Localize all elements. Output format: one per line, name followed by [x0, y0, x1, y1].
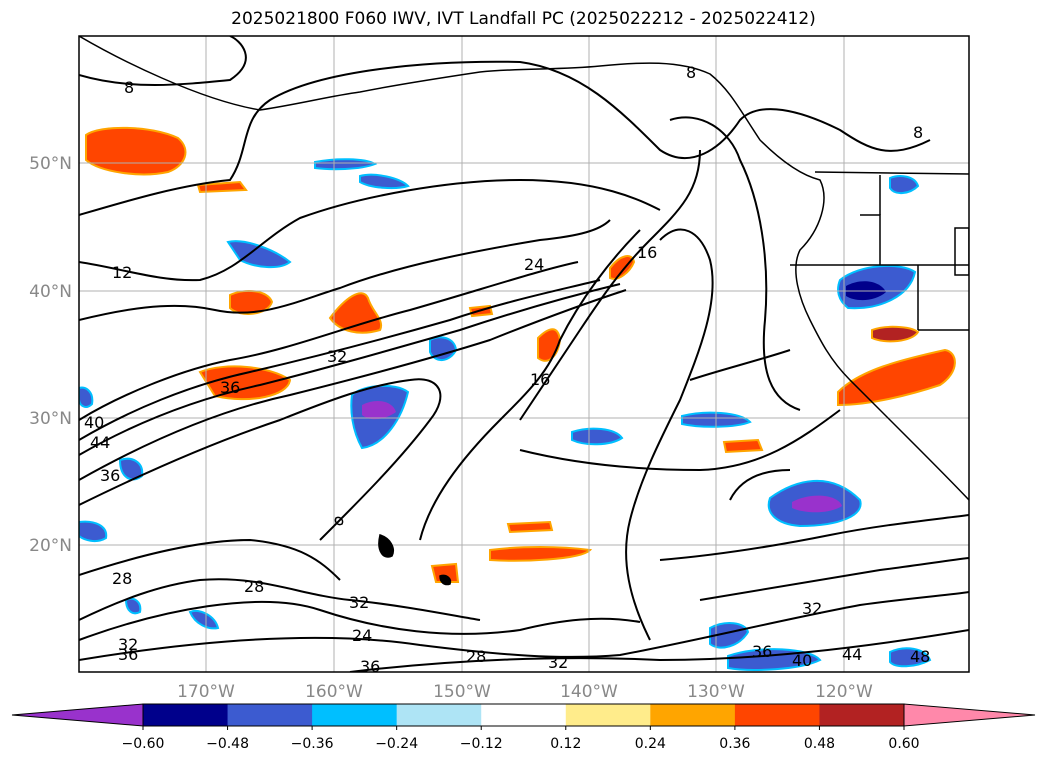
map-area	[79, 36, 969, 672]
colorbar-tick-label: −0.24	[375, 736, 418, 752]
lon-label: 130°W	[687, 682, 745, 702]
contour-label: 40	[84, 413, 104, 432]
colorbar-swatch	[734, 704, 820, 726]
contour-label: 16	[637, 243, 657, 262]
contour-label: 36	[752, 642, 772, 661]
colorbar-swatch	[312, 704, 398, 726]
lon-label: 120°W	[815, 682, 873, 702]
contour-label: 44	[842, 645, 862, 664]
colorbar-tick-label: −0.12	[460, 736, 503, 752]
colorbar-tick-label: 0.60	[888, 736, 919, 752]
longitude-labels: 170°W 160°W 150°W 140°W 130°W 120°W	[177, 682, 873, 702]
lon-label: 170°W	[177, 682, 235, 702]
contour-label: 8	[913, 123, 923, 142]
contour-label: 24	[352, 626, 372, 645]
contour-label: 28	[112, 569, 132, 588]
contour-label: 8	[686, 63, 696, 82]
colorbar-swatch	[565, 704, 651, 726]
lon-label: 150°W	[433, 682, 491, 702]
colorbar-tick-label: 0.48	[804, 736, 835, 752]
contour-label: 28	[244, 577, 264, 596]
colorbar-swatch	[143, 704, 229, 726]
map-frame	[78, 35, 970, 673]
contour-label: 12	[112, 263, 132, 282]
colorbar-extend-min	[11, 703, 144, 727]
colorbar-tick-label: 0.24	[635, 736, 666, 752]
negative-anomaly-patches	[79, 158, 932, 671]
colorbar-tick-label: 0.36	[719, 736, 750, 752]
lat-label: 50°N	[29, 154, 72, 174]
colorbar: −0.60 −0.48 −0.36 −0.24 −0.12 0.12 0.24 0.36 0.4…	[11, 703, 1036, 752]
colorbar-tick-label: −0.60	[122, 736, 165, 752]
contour-label: 44	[90, 433, 110, 452]
colorbar-extend-max	[903, 703, 1036, 727]
colorbar-swatch	[396, 704, 482, 726]
iwv-contours	[79, 36, 969, 672]
lat-label: 20°N	[29, 536, 72, 556]
colorbar-tick-label: 0.12	[550, 736, 581, 752]
contour-label: 8	[124, 78, 134, 97]
contour-label: 24	[524, 255, 544, 274]
colorbar-swatch	[819, 704, 905, 726]
contour-label: 32	[118, 635, 138, 654]
graticule	[79, 36, 969, 672]
contour-label: 16	[530, 370, 550, 389]
contour-label: 32	[349, 593, 369, 612]
contour-label: 36	[220, 378, 240, 397]
colorbar-swatch	[481, 704, 567, 726]
lat-label: 40°N	[29, 282, 72, 302]
latitude-labels: 50°N 40°N 30°N 20°N	[29, 154, 72, 556]
colorbar-tick-label: −0.48	[206, 736, 249, 752]
contour-label: 40	[792, 651, 812, 670]
contour-label: 28	[466, 647, 486, 666]
lon-label: 140°W	[560, 682, 618, 702]
contour-label: 36	[100, 466, 120, 485]
coastlines	[79, 36, 969, 586]
contour-labels: 8 12 24 16 32 36 40 44 36 28 28 32 24 36…	[84, 63, 930, 676]
contour-label: 36	[118, 645, 138, 664]
colorbar-swatch	[650, 704, 736, 726]
map-title: 2025021800 F060 IWV, IVT Landfall PC (20…	[231, 9, 816, 29]
lat-label: 30°N	[29, 409, 72, 429]
contour-label: 32	[548, 653, 568, 672]
contour-label: 36	[360, 657, 380, 676]
contour-label: 32	[327, 347, 347, 366]
colorbar-swatch	[227, 704, 313, 726]
colorbar-tick-label: −0.36	[291, 736, 334, 752]
colorbar-outline	[142, 703, 905, 727]
contour-label: 32	[802, 599, 822, 618]
contour-label: 48	[910, 647, 930, 666]
lon-label: 160°W	[305, 682, 363, 702]
